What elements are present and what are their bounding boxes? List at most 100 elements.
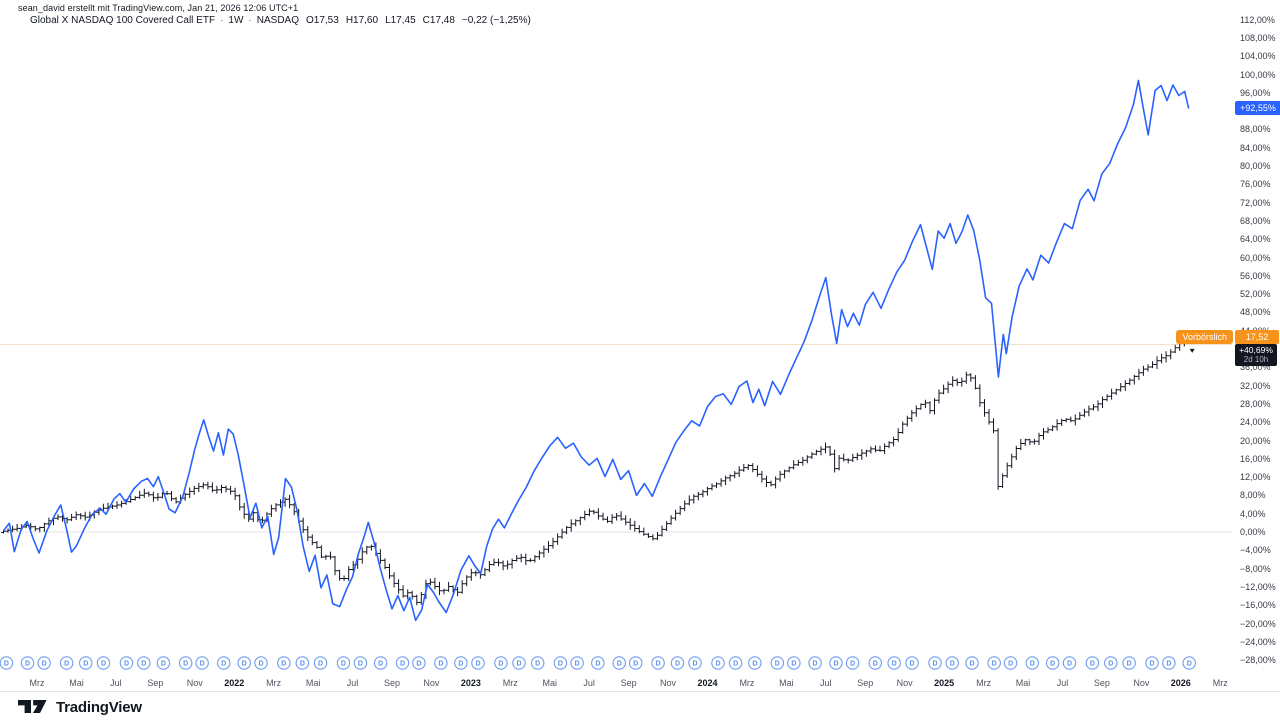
x-axis-year-label: 2023 (460, 678, 481, 688)
y-axis-tick: 112,00% (1240, 14, 1275, 25)
tradingview-brand-text[interactable]: TradingView (56, 698, 142, 716)
dividend-marker-icon[interactable] (808, 656, 822, 670)
dividend-marker-icon[interactable] (728, 656, 743, 670)
symbol-info-line[interactable]: Global X NASDAQ 100 Covered Call ETF · 1W ·… (30, 15, 531, 26)
dividend-marker-icon[interactable] (1182, 656, 1196, 670)
dividend-marker-icon[interactable] (37, 656, 51, 670)
dividend-marker-icon[interactable] (651, 656, 665, 670)
dividend-marker-icon[interactable] (868, 656, 883, 670)
x-axis-month-label: Mai (1015, 678, 1031, 688)
dividend-marker-letter: D (25, 661, 30, 668)
y-axis-tick: −20,00% (1240, 618, 1276, 629)
dividend-marker-letter: D (617, 661, 622, 668)
dividend-marker-letter: D (183, 661, 188, 668)
dividend-marker-letter: D (733, 661, 738, 668)
dividend-marker-icon[interactable] (965, 656, 979, 670)
dividend-marker-icon[interactable] (353, 656, 368, 670)
dividend-marker-letter: D (970, 661, 975, 668)
dividend-marker-icon[interactable] (829, 656, 843, 670)
dividend-marker-letter: D (833, 661, 838, 668)
x-axis-month-label: Mrz (29, 678, 45, 688)
x-axis-month-label: Nov (896, 678, 913, 688)
dividend-marker-icon[interactable] (905, 656, 919, 670)
dividend-marker-icon[interactable] (237, 656, 251, 670)
dividend-marker-letter: D (932, 661, 937, 668)
dividend-marker-icon[interactable] (628, 656, 643, 670)
dividend-marker-letter: D (438, 661, 443, 668)
dividend-marker-icon[interactable] (78, 656, 93, 670)
dividend-marker-icon[interactable] (1025, 656, 1040, 670)
x-axis-year-label: 2022 (224, 678, 245, 688)
dividend-marker-icon[interactable] (887, 656, 901, 670)
dividend-marker-letter: D (141, 661, 146, 668)
dividend-marker-icon[interactable] (96, 656, 111, 670)
y-axis-tick: 60,00% (1240, 252, 1271, 263)
dividend-marker-icon[interactable] (845, 656, 860, 670)
x-axis-year-label: 2024 (697, 678, 718, 688)
x-axis-month-label: Sep (383, 678, 400, 688)
dividend-marker-icon[interactable] (612, 656, 626, 670)
dividend-marker-letter: D (910, 661, 915, 668)
footer-bar: TradingView (0, 691, 1280, 722)
dividend-marker-icon[interactable] (1104, 656, 1118, 670)
dividend-marker-icon[interactable] (945, 656, 959, 670)
dividend-marker-icon[interactable] (530, 656, 545, 670)
dividend-marker-icon[interactable] (928, 656, 942, 670)
y-axis-tick: 24,00% (1240, 417, 1271, 428)
dividend-marker-icon[interactable] (570, 656, 584, 670)
dividend-marker-icon[interactable] (277, 656, 291, 670)
dividend-marker-icon[interactable] (1085, 656, 1100, 670)
dividend-marker-icon[interactable] (395, 656, 410, 670)
dividend-marker-icon[interactable] (553, 656, 568, 670)
dividend-marker-icon[interactable] (591, 656, 605, 670)
etf-weekly-bars-series[interactable] (1, 332, 1187, 606)
dividend-marker-icon[interactable] (711, 656, 725, 670)
dividend-marker-icon[interactable] (336, 656, 351, 670)
dividend-marker-icon[interactable] (216, 656, 231, 670)
dividend-marker-letter: D (1108, 661, 1113, 668)
x-axis-month-label: Sep (1093, 678, 1110, 688)
dividend-marker-icon[interactable] (1145, 656, 1159, 670)
x-axis-month-label: Jul (1056, 678, 1069, 688)
dividend-marker-icon[interactable] (1045, 656, 1060, 670)
dividend-marker-icon[interactable] (412, 656, 426, 670)
y-axis-tick: 8,00% (1240, 490, 1266, 501)
dividend-marker-icon[interactable] (373, 656, 388, 670)
dividend-marker-icon[interactable] (434, 656, 448, 670)
dividend-marker-icon[interactable] (0, 656, 14, 670)
dividend-marker-icon[interactable] (454, 656, 468, 670)
dividend-marker-icon[interactable] (254, 656, 268, 670)
dividend-marker-icon[interactable] (313, 656, 328, 670)
dividend-marker-icon[interactable] (770, 656, 785, 670)
dividend-marker-icon[interactable] (670, 656, 685, 670)
dividend-marker-icon[interactable] (295, 656, 310, 670)
nasdaq-comparison-line-series[interactable] (2, 79, 1190, 622)
tradingview-logo-icon[interactable] (18, 700, 48, 714)
dividend-marker-icon[interactable] (1062, 656, 1077, 670)
last-price-badge: +40,69% 2d 10h (1235, 344, 1277, 366)
dividend-marker-icon[interactable] (494, 656, 508, 670)
dividend-marker-icon[interactable] (119, 656, 134, 670)
dividend-marker-icon[interactable] (178, 656, 193, 670)
dividend-marker-icon[interactable] (156, 656, 171, 670)
dividend-marker-icon[interactable] (137, 656, 151, 670)
dividend-marker-letter: D (752, 661, 757, 668)
dividend-marker-letter: D (300, 661, 305, 668)
dividend-marker-icon[interactable] (688, 656, 702, 670)
dividend-marker-icon[interactable] (748, 656, 762, 670)
dividend-marker-icon[interactable] (1003, 656, 1018, 670)
dividend-marker-icon[interactable] (20, 656, 35, 670)
dividend-marker-icon[interactable] (1122, 656, 1136, 670)
dividend-marker-icon[interactable] (471, 656, 485, 670)
dividend-marker-icon[interactable] (987, 656, 1001, 670)
dividend-marker-letter: D (200, 661, 205, 668)
dividend-marker-icon[interactable] (787, 656, 801, 670)
dividend-marker-icon[interactable] (1162, 656, 1176, 670)
y-axis-tick: 64,00% (1240, 234, 1271, 245)
dividend-marker-icon[interactable] (59, 656, 74, 670)
symbol-exchange: NASDAQ (256, 15, 299, 26)
dividend-marker-letter: D (775, 661, 780, 668)
dividend-marker-icon[interactable] (195, 656, 209, 670)
dividend-marker-icon[interactable] (512, 656, 526, 670)
